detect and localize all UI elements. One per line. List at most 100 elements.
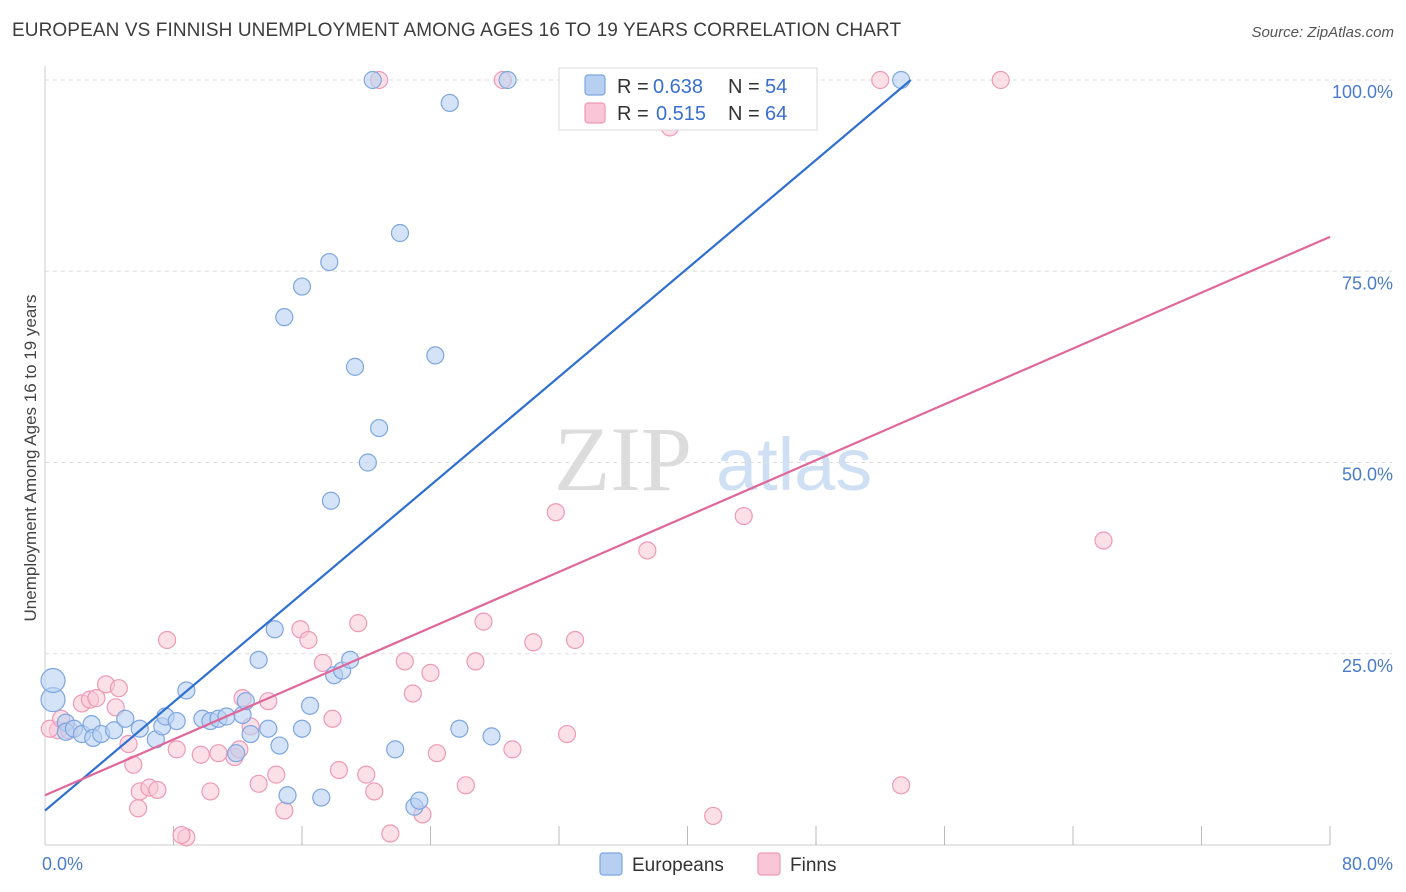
- finns-point: [313, 653, 332, 673]
- finns-point: [638, 541, 657, 560]
- legend-r-label-europeans: R =: [617, 76, 649, 98]
- legend-r-label-finns: R =: [617, 103, 649, 125]
- europeans-point: [249, 650, 268, 669]
- correlation-legend: R = 0.638 N = 54 R = 0.515 N = 64: [558, 67, 818, 131]
- legend-n-value-europeans: 54: [765, 76, 787, 98]
- x-tick-label: 80.0%: [1342, 854, 1393, 874]
- finns-point: [1094, 531, 1113, 550]
- europeans-point: [482, 727, 501, 746]
- europeans-point: [241, 724, 260, 744]
- legend-r-value-finns: 0.515: [656, 103, 706, 125]
- europeans-point: [370, 418, 389, 438]
- europeans-point: [312, 788, 331, 807]
- europeans-point: [300, 696, 320, 715]
- finns-point: [172, 825, 191, 845]
- bottom-legend-swatch-finns: [757, 852, 781, 876]
- europeans-point: [386, 740, 405, 759]
- europeans-point: [440, 93, 459, 113]
- europeans-point: [167, 711, 186, 731]
- finns-point: [503, 740, 522, 759]
- finns-point: [323, 709, 342, 728]
- finns-point: [546, 503, 565, 522]
- finns-trend-line: [44, 235, 1331, 797]
- watermark-zip: ZIP: [554, 408, 692, 510]
- europeans-point: [892, 70, 911, 90]
- finns-point: [109, 679, 128, 698]
- finns-point: [275, 801, 294, 820]
- legend-swatch-finns: [584, 102, 606, 124]
- europeans-point: [270, 736, 289, 755]
- finns-point: [474, 612, 493, 631]
- finns-point: [209, 744, 228, 763]
- europeans-point: [320, 252, 339, 272]
- europeans-point: [259, 719, 278, 738]
- finns-point: [565, 630, 585, 650]
- y-tick-label: 100.0%: [1332, 82, 1393, 102]
- finns-point: [299, 630, 318, 650]
- finns-point: [191, 745, 210, 764]
- axes: [44, 66, 1331, 846]
- finns-point: [557, 724, 577, 744]
- europeans-point: [275, 308, 294, 327]
- bottom-legend-swatch-europeans: [599, 852, 623, 876]
- europeans-point: [358, 453, 377, 472]
- legend-n-label-finns: N =: [728, 103, 760, 125]
- finns-point: [466, 652, 485, 671]
- finns-point: [427, 744, 447, 763]
- finns-point: [357, 765, 376, 784]
- finns-point: [365, 782, 384, 801]
- europeans-point: [292, 719, 312, 738]
- europeans-series: [40, 70, 911, 816]
- europeans-point: [104, 721, 124, 740]
- legend-r-value-europeans: 0.638: [653, 76, 703, 98]
- finns-point: [403, 684, 422, 703]
- finns-point: [201, 782, 220, 801]
- tick-labels: 25.0% 50.0% 75.0% 100.0% 0.0% 80.0%: [42, 82, 1393, 874]
- gridlines: [45, 79, 1392, 655]
- finns-point: [991, 70, 1010, 90]
- finns-point: [167, 740, 186, 759]
- finns-point: [892, 776, 911, 795]
- finns-point: [871, 70, 890, 90]
- finns-point: [87, 689, 106, 708]
- finns-point: [734, 506, 753, 526]
- finns-point: [329, 760, 349, 780]
- y-tick-label: 25.0%: [1342, 656, 1393, 676]
- finns-point: [148, 780, 167, 800]
- finns-point: [157, 630, 177, 650]
- finns-point: [704, 806, 723, 826]
- europeans-point: [450, 719, 469, 738]
- europeans-point: [292, 277, 312, 296]
- bottom-legend-finns: Finns: [790, 855, 836, 876]
- europeans-point: [321, 491, 341, 510]
- legend-n-value-finns: 64: [765, 103, 787, 125]
- europeans-point: [116, 709, 135, 728]
- europeans-point: [265, 620, 284, 639]
- finns-point: [395, 652, 414, 671]
- bottom-legend-europeans: Europeans: [632, 855, 724, 876]
- finns-point: [381, 824, 400, 843]
- finns-point: [249, 774, 268, 793]
- legend-swatch-europeans: [584, 74, 606, 96]
- europeans-point: [410, 791, 429, 810]
- finns-point: [421, 663, 440, 682]
- x-tick-label: 0.0%: [42, 854, 83, 874]
- europeans-point: [498, 70, 517, 90]
- finns-point: [349, 614, 368, 633]
- finns-point: [524, 633, 543, 652]
- europeans-point: [390, 223, 410, 243]
- trend-lines: [44, 79, 1331, 812]
- y-tick-label: 50.0%: [1342, 465, 1393, 485]
- finns-point: [119, 734, 138, 754]
- europeans-point: [345, 357, 365, 376]
- europeans-point: [278, 786, 297, 805]
- europeans-trend-line: [44, 79, 912, 812]
- y-tick-label: 75.0%: [1342, 273, 1393, 293]
- series-legend: Europeans Finns: [599, 852, 836, 876]
- y-axis-label: Unemployment Among Ages 16 to 19 years: [21, 295, 40, 622]
- europeans-point: [40, 667, 66, 694]
- finns-point: [456, 776, 475, 795]
- source-credit: Source: ZipAtlas.com: [1251, 24, 1394, 41]
- europeans-point: [227, 744, 246, 763]
